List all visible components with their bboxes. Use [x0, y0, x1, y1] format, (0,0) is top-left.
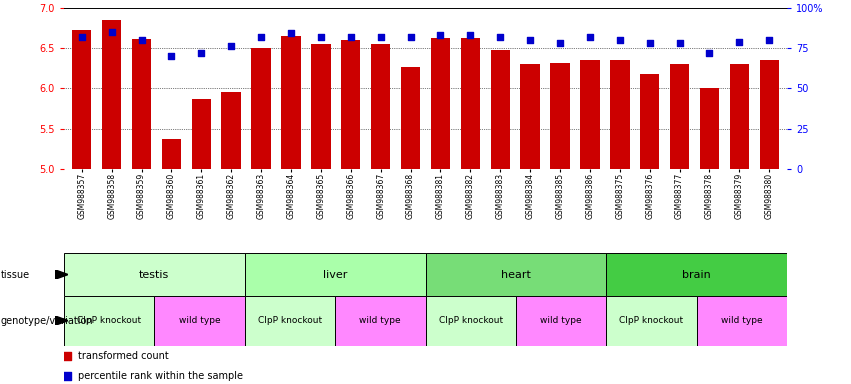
Text: wild type: wild type — [540, 316, 582, 325]
Bar — [607, 296, 697, 346]
Text: transformed count: transformed count — [78, 351, 169, 361]
Point — [553, 40, 567, 46]
Text: genotype/variation: genotype/variation — [1, 316, 94, 326]
Bar — [335, 296, 426, 346]
Bar — [516, 296, 607, 346]
Bar — [341, 40, 361, 169]
Point — [60, 372, 74, 379]
Bar — [729, 64, 749, 169]
Text: ClpP knockout: ClpP knockout — [77, 316, 141, 325]
Text: wild type: wild type — [359, 316, 401, 325]
Bar — [607, 253, 787, 296]
Point — [134, 37, 148, 43]
Point — [344, 34, 357, 40]
Text: ClpP knockout: ClpP knockout — [258, 316, 322, 325]
Bar — [282, 36, 300, 169]
Point — [464, 32, 477, 38]
Bar — [72, 30, 91, 169]
Text: heart: heart — [501, 270, 531, 280]
Polygon shape — [55, 270, 68, 279]
Bar — [670, 64, 689, 169]
Bar — [102, 20, 122, 169]
Text: ClpP knockout: ClpP knockout — [620, 316, 683, 325]
Bar — [64, 296, 154, 346]
Bar — [154, 296, 245, 346]
Point — [613, 37, 626, 43]
Bar — [551, 63, 569, 169]
Bar — [132, 39, 151, 169]
Bar — [760, 60, 779, 169]
Text: wild type: wild type — [179, 316, 220, 325]
Text: tissue: tissue — [1, 270, 30, 280]
Point — [643, 40, 656, 46]
Bar — [251, 48, 271, 169]
Bar — [610, 60, 630, 169]
Text: liver: liver — [323, 270, 347, 280]
Point — [75, 34, 89, 40]
Point — [254, 34, 268, 40]
Text: testis: testis — [139, 270, 169, 280]
Point — [494, 34, 507, 40]
Text: ClpP knockout: ClpP knockout — [438, 316, 503, 325]
Bar — [521, 64, 540, 169]
Bar — [245, 253, 426, 296]
Point — [60, 353, 74, 359]
Point — [673, 40, 687, 46]
Bar — [460, 38, 480, 169]
Bar — [580, 60, 600, 169]
Bar — [490, 50, 510, 169]
Point — [284, 30, 298, 36]
Bar — [426, 253, 606, 296]
Bar — [64, 253, 245, 296]
Point — [583, 34, 597, 40]
Point — [703, 50, 717, 56]
Point — [314, 34, 328, 40]
Polygon shape — [55, 316, 68, 325]
Point — [225, 43, 238, 50]
Point — [733, 38, 746, 45]
Point — [374, 34, 387, 40]
Point — [164, 53, 178, 59]
Bar — [221, 92, 241, 169]
Bar — [431, 38, 450, 169]
Bar — [245, 296, 335, 346]
Bar — [191, 99, 211, 169]
Bar — [700, 88, 719, 169]
Point — [762, 37, 776, 43]
Bar — [697, 296, 787, 346]
Text: percentile rank within the sample: percentile rank within the sample — [78, 371, 243, 381]
Bar — [311, 44, 330, 169]
Point — [195, 50, 208, 56]
Bar — [401, 66, 420, 169]
Bar — [162, 139, 181, 169]
Bar — [371, 44, 391, 169]
Bar — [640, 74, 660, 169]
Bar — [426, 296, 516, 346]
Point — [105, 29, 118, 35]
Point — [523, 37, 537, 43]
Point — [403, 34, 417, 40]
Text: wild type: wild type — [721, 316, 762, 325]
Point — [434, 32, 448, 38]
Text: brain: brain — [683, 270, 711, 280]
